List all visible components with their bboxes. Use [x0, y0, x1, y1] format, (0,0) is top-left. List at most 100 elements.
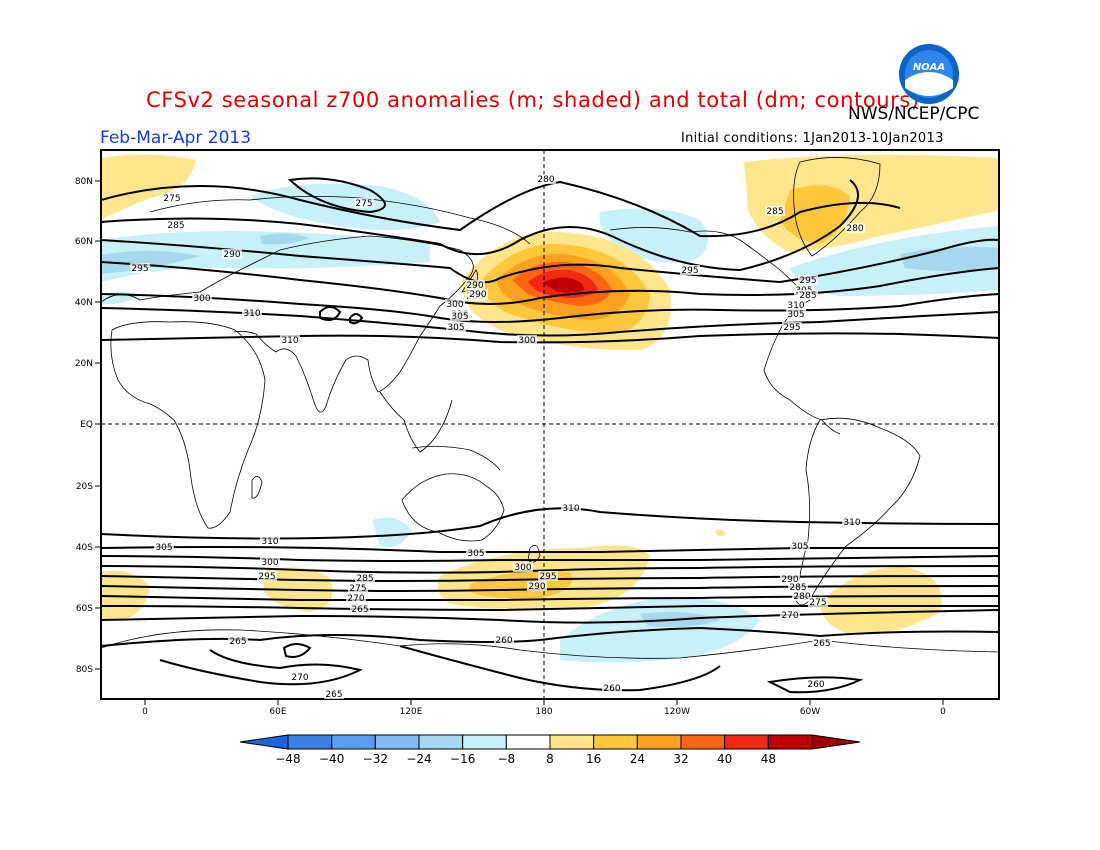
- neg-anomaly-region: [250, 183, 440, 231]
- contour-line: [399, 645, 721, 692]
- coastline-eurasia: [101, 235, 474, 413]
- contour-label: 265: [351, 605, 368, 615]
- contour-line: [101, 332, 999, 344]
- colorbar-label: 48: [761, 752, 776, 766]
- contour-label: 305: [787, 310, 804, 320]
- contour-label: 290: [469, 290, 486, 300]
- contour-label: 300: [446, 300, 463, 310]
- lon-label: 0: [142, 707, 148, 717]
- colorbar-label: −48: [275, 752, 300, 766]
- colorbar-cell: [374, 734, 420, 750]
- contour-line: [101, 261, 999, 305]
- colorbar-cell: [593, 734, 638, 750]
- coastline-indonesia: [411, 446, 501, 471]
- neg-anomaly-region: [260, 233, 310, 245]
- colorbar-cell: [811, 734, 861, 750]
- contour-label: 275: [163, 194, 180, 204]
- lat-label: EQ: [80, 420, 93, 430]
- lat-label: 20S: [76, 482, 93, 492]
- pos-anomaly-region: [101, 570, 150, 620]
- contour-label: 305: [447, 323, 464, 333]
- contour-label: 300: [518, 336, 535, 346]
- contour-line: [101, 565, 999, 574]
- colorbar-cell: [331, 734, 376, 750]
- contour-label: 285: [789, 583, 806, 593]
- coastline-south-america: [795, 417, 921, 606]
- colorbar-cell: [239, 734, 289, 750]
- initial-conditions-label: Initial conditions: 1Jan2013-10Jan2013: [681, 131, 944, 146]
- contour-label: 265: [229, 637, 246, 647]
- colorbar-label: 24: [630, 752, 645, 766]
- noaa-logo: NOAA: [899, 44, 959, 104]
- contour-line: [319, 306, 342, 321]
- colorbar: −48 −40 −32 −24 −16 −8 8 16 24 32 40 48: [239, 734, 861, 766]
- contour-line: [101, 179, 859, 272]
- coastline-arctic-eurasia: [149, 196, 531, 245]
- coastline-seasia: [379, 391, 453, 453]
- contour-label: 310: [562, 504, 579, 514]
- contour-label: 275: [355, 199, 372, 209]
- contour-line: [101, 507, 999, 540]
- lat-label: 60N: [75, 237, 93, 247]
- contour-labels: 2802752752802852852902902952952853002952…: [130, 174, 865, 700]
- colorbar-label: −24: [406, 752, 431, 766]
- colorbar-cell: [767, 734, 813, 750]
- contour-label: 305: [155, 543, 172, 553]
- contour-label: 290: [223, 250, 240, 260]
- pos-anomaly-region: [101, 154, 196, 220]
- contour-label: 260: [603, 684, 620, 694]
- contour-line: [101, 307, 999, 337]
- contour-label: 310: [261, 537, 278, 547]
- colorbar-label: −40: [319, 752, 344, 766]
- colorbar-cell: [287, 734, 333, 750]
- contour-label: 265: [813, 639, 830, 649]
- contour-label: 310: [243, 309, 260, 319]
- colorbar-label: −16: [450, 752, 475, 766]
- contour-label: 270: [347, 594, 364, 604]
- contour-label: 280: [537, 175, 554, 185]
- contour-label: 285: [799, 291, 816, 301]
- lon-label: 60E: [269, 707, 286, 717]
- contour-label: 310: [281, 336, 298, 346]
- pos-anomaly-region: [820, 566, 942, 635]
- lat-label: 20N: [75, 359, 93, 369]
- contour-line: [766, 676, 864, 694]
- colorbar-cell: [462, 734, 507, 750]
- colorbar-cell: [418, 734, 464, 750]
- contour-line: [101, 604, 999, 612]
- coastline-australia: [401, 473, 505, 542]
- contour-label: 270: [781, 611, 798, 621]
- contour-label: 295: [258, 572, 275, 582]
- logo-text: NOAA: [913, 62, 945, 73]
- contour-label: 285: [766, 207, 783, 217]
- contour-label: 260: [807, 680, 824, 690]
- contour-label: 300: [261, 558, 278, 568]
- contour-line: [282, 643, 312, 658]
- contour-line: [159, 649, 363, 686]
- chart-title: CFSv2 seasonal z700 anomalies (m; shaded…: [146, 88, 920, 112]
- contour-label: 275: [349, 584, 366, 594]
- pos-anomaly-region: [780, 185, 850, 244]
- colorbar-cell: [636, 734, 682, 750]
- contour-label: 300: [193, 294, 210, 304]
- reference-lines: [101, 150, 999, 699]
- lat-label: 40S: [76, 543, 93, 553]
- contour-label: 295: [681, 266, 698, 276]
- lon-label: 120W: [664, 707, 690, 717]
- colorbar-label: −8: [497, 752, 515, 766]
- season-label: Feb-Mar-Apr 2013: [100, 128, 252, 148]
- lon-label: 0: [940, 707, 946, 717]
- colorbar-label: −32: [363, 752, 388, 766]
- lon-label: 120E: [400, 707, 423, 717]
- pos-anomaly-region: [716, 529, 726, 536]
- pos-anomaly-region: [542, 277, 584, 293]
- lon-label: 180: [535, 707, 552, 717]
- contour-label: 305: [791, 542, 808, 552]
- axis-labels: 80N 60N 40N 20N EQ 20S 40S 60S 80S 0 60E 120E 180 12…: [75, 177, 946, 717]
- colorbar-cell: [505, 734, 551, 750]
- lat-label: 80N: [75, 177, 93, 187]
- colorbar-cell: [549, 734, 595, 750]
- contour-label: 260: [495, 636, 512, 646]
- lat-label: 60S: [76, 604, 93, 614]
- coastline-greenland: [793, 157, 881, 257]
